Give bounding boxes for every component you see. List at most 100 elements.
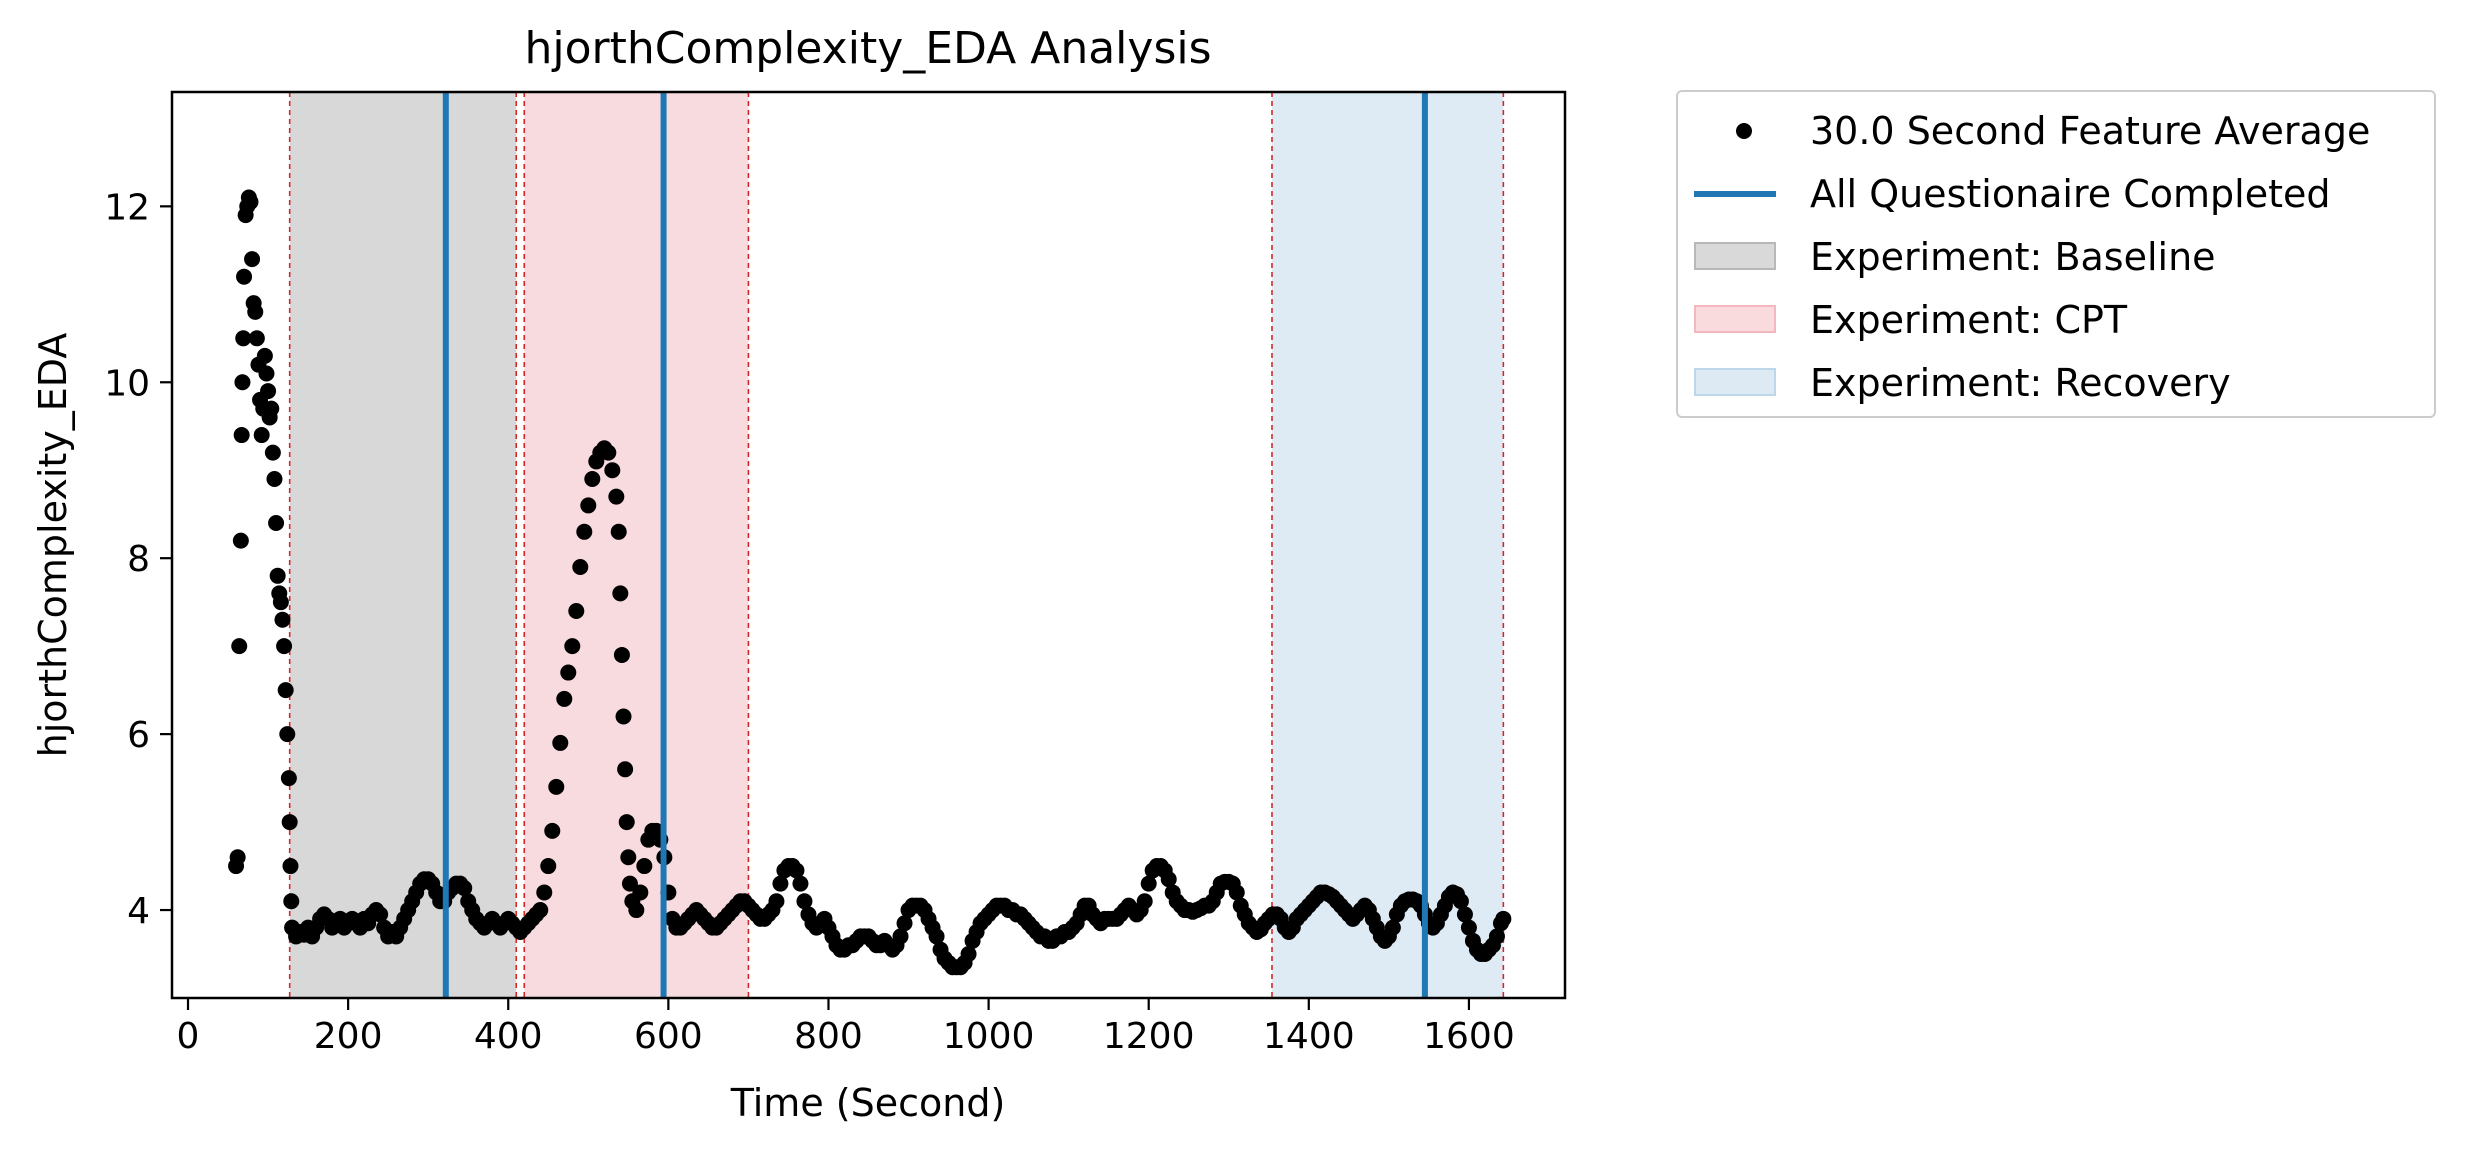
data-point <box>617 761 634 778</box>
x-tick-label: 600 <box>634 1016 703 1057</box>
data-point <box>282 858 299 875</box>
data-point <box>269 567 286 584</box>
legend-label: Experiment: Recovery <box>1810 361 2231 405</box>
data-point <box>1228 884 1245 901</box>
x-tick-label: 1200 <box>1103 1016 1195 1057</box>
data-point <box>580 497 597 514</box>
legend-marker-line <box>1678 169 1810 219</box>
legend-item: Experiment: Recovery <box>1678 358 2231 408</box>
data-point <box>768 893 785 910</box>
x-tick-label: 0 <box>177 1016 200 1057</box>
y-tick-label: 6 <box>127 715 150 756</box>
span-cpt <box>524 92 749 998</box>
legend-item: Experiment: CPT <box>1678 295 2127 345</box>
data-point <box>264 444 281 461</box>
data-point <box>236 268 253 285</box>
data-point <box>456 880 473 897</box>
data-point <box>1456 906 1473 923</box>
data-point <box>576 523 593 540</box>
data-point <box>584 471 601 488</box>
y-tick-label: 10 <box>104 363 150 404</box>
data-point <box>268 515 285 532</box>
data-point <box>263 400 280 417</box>
data-point <box>244 251 261 268</box>
span-recovery <box>1271 92 1504 998</box>
x-tick-label: 1600 <box>1423 1016 1515 1057</box>
legend-marker-patch <box>1678 295 1810 345</box>
data-point <box>247 303 264 320</box>
x-tick-label: 400 <box>474 1016 543 1057</box>
y-axis-label: hjorthComplexity_EDA <box>31 333 75 758</box>
legend-label: All Questionaire Completed <box>1810 172 2331 216</box>
legend-label: Experiment: Baseline <box>1810 235 2216 279</box>
span-baseline <box>289 92 517 998</box>
data-point <box>233 427 250 444</box>
data-point <box>552 734 569 751</box>
data-point <box>613 646 630 663</box>
y-tick-label: 4 <box>127 891 150 932</box>
data-point <box>540 858 557 875</box>
data-point <box>532 902 549 919</box>
data-point <box>604 462 621 479</box>
data-point <box>232 532 249 549</box>
data-point <box>229 849 246 866</box>
data-point <box>632 884 649 901</box>
data-point <box>608 488 625 505</box>
x-axis-label: Time (Second) <box>730 1081 1006 1125</box>
data-point <box>234 374 251 391</box>
data-point <box>272 594 289 611</box>
x-tick-label: 1000 <box>943 1016 1035 1057</box>
x-tick-label: 1400 <box>1263 1016 1355 1057</box>
data-point <box>277 682 294 699</box>
data-point <box>276 638 293 655</box>
data-point <box>636 858 653 875</box>
data-point <box>253 427 270 444</box>
legend-item: Experiment: Baseline <box>1678 232 2216 282</box>
legend-item: All Questionaire Completed <box>1678 169 2331 219</box>
data-point <box>772 875 789 892</box>
data-point <box>281 814 298 831</box>
legend-label: 30.0 Second Feature Average <box>1810 109 2371 153</box>
chart-title: hjorthComplexity_EDA Analysis <box>524 23 1211 74</box>
data-point <box>279 726 296 743</box>
legend-marker-patch <box>1678 232 1810 282</box>
data-point <box>618 814 635 831</box>
data-point <box>960 946 977 963</box>
x-tick-label: 800 <box>794 1016 863 1057</box>
data-point <box>896 915 913 932</box>
data-point <box>615 708 632 725</box>
data-point <box>256 347 273 364</box>
data-point <box>1160 871 1177 888</box>
data-point <box>260 383 277 400</box>
data-point <box>235 330 252 347</box>
legend-item: 30.0 Second Feature Average <box>1678 106 2370 156</box>
data-point <box>258 365 275 382</box>
data-point <box>1384 919 1401 936</box>
plot-frame <box>170 90 1567 1000</box>
data-point <box>266 471 283 488</box>
data-point <box>600 444 617 461</box>
data-point <box>536 884 553 901</box>
data-point <box>1495 910 1512 927</box>
data-point <box>568 602 585 619</box>
x-tick-label: 200 <box>314 1016 383 1057</box>
data-point <box>610 523 627 540</box>
data-point <box>564 638 581 655</box>
data-point <box>548 778 565 795</box>
data-point <box>1460 919 1477 936</box>
data-point <box>248 330 265 347</box>
data-point <box>572 558 589 575</box>
data-point <box>792 875 809 892</box>
legend: 30.0 Second Feature Average All Questiona… <box>1676 90 2436 418</box>
data-point <box>556 690 573 707</box>
data-point <box>1488 928 1505 945</box>
data-point <box>231 638 248 655</box>
legend-marker-dot <box>1678 106 1810 156</box>
y-tick-label: 8 <box>127 539 150 580</box>
data-point <box>612 585 629 602</box>
data-point <box>928 928 945 945</box>
data-point <box>274 611 291 628</box>
data-point <box>560 664 577 681</box>
data-point <box>1452 893 1469 910</box>
